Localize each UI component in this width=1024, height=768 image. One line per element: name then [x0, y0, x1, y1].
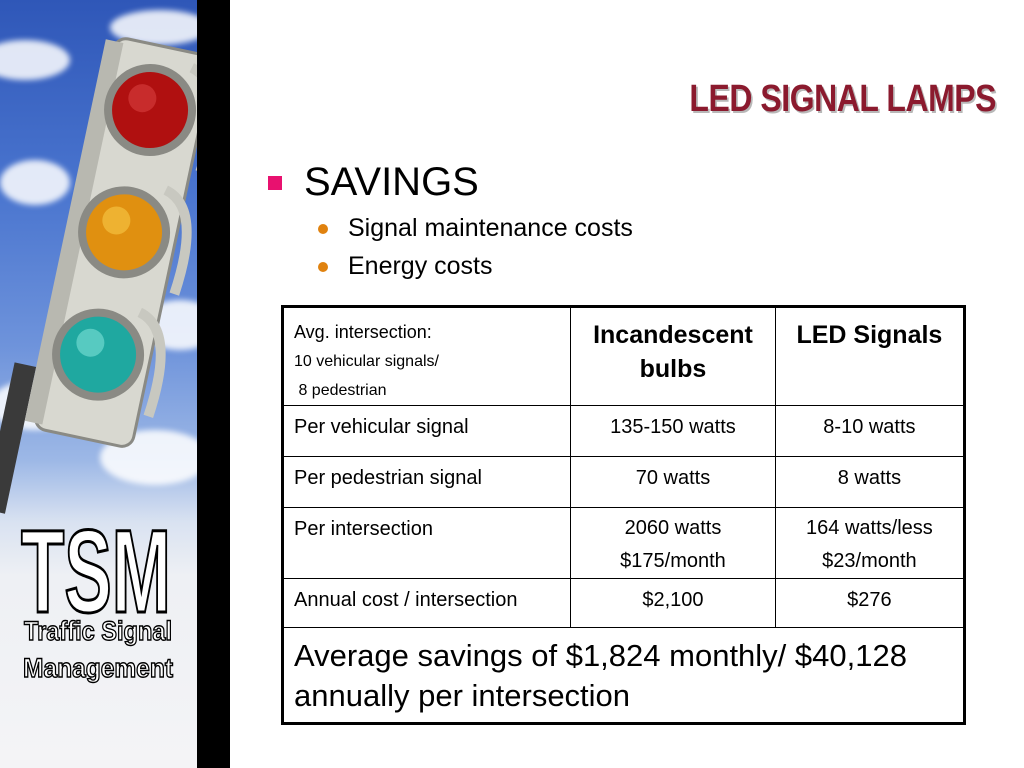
cell-incandescent: $2,100: [570, 578, 776, 628]
row-label: Per intersection: [281, 507, 572, 579]
savings-table: Avg. intersection: 10 vehicular signals/…: [281, 305, 966, 725]
header-cell-intersection: Avg. intersection: 10 vehicular signals/…: [281, 306, 572, 406]
slide-title: LED SIGNAL LAMPS: [689, 78, 996, 120]
table-header-row: Avg. intersection: 10 vehicular signals/…: [281, 306, 966, 406]
footer-savings-text: Average savings of $1,824 monthly/ $40,1…: [282, 627, 965, 724]
tsm-letters: TSM: [21, 506, 171, 638]
square-bullet-icon: [268, 175, 282, 190]
table-row: Annual cost / intersection $2,100 $276: [281, 578, 966, 628]
cell-incandescent: 135-150 watts: [570, 405, 776, 457]
cell-line: 2060 watts: [624, 517, 722, 539]
row-label: Per pedestrian signal: [281, 456, 572, 508]
bullet-savings: SAVINGS: [268, 160, 479, 205]
row-label: Per vehicular signal: [281, 405, 572, 457]
bullet-savings-text: SAVINGS: [304, 160, 479, 204]
cell-line: $23/month: [822, 550, 917, 572]
sub-bullet-text: Signal maintenance costs: [348, 214, 633, 242]
left-decor-panel: TSM Traffic Signal Management: [0, 0, 197, 768]
round-bullet-icon: [318, 223, 328, 234]
header-cell-incandescent: Incandescent bulbs: [570, 306, 776, 406]
cell-led: $276: [774, 578, 966, 628]
traffic-light-image: [0, 37, 197, 514]
cell-incandescent: 2060 watts $175/month: [570, 507, 776, 579]
sub-bullet-energy: Energy costs: [318, 252, 493, 281]
sub-bullet-text: Energy costs: [348, 252, 493, 280]
black-divider-bar: [197, 0, 230, 768]
header-cell-led: LED Signals: [774, 306, 966, 406]
cell-line: 164 watts/less: [806, 517, 933, 539]
table-row: Per vehicular signal 135-150 watts 8-10 …: [281, 405, 966, 457]
header-text: 8 pedestrian: [294, 382, 387, 399]
table-footer-row: Average savings of $1,824 monthly/ $40,1…: [282, 627, 965, 724]
header-text: Avg. intersection:: [294, 322, 432, 342]
cell-line: $175/month: [620, 550, 726, 572]
round-bullet-icon: [318, 261, 328, 272]
header-text: 10 vehicular signals/: [294, 353, 439, 370]
table-row: Per intersection 2060 watts $175/month 1…: [281, 507, 966, 579]
sub-bullet-maintenance: Signal maintenance costs: [318, 214, 633, 243]
cell-led: 8 watts: [774, 456, 966, 508]
tsm-logo: TSM Traffic Signal Management: [20, 505, 174, 684]
cell-led: 8-10 watts: [774, 405, 966, 457]
tsm-line2: Management: [23, 653, 173, 683]
cell-led: 164 watts/less $23/month: [774, 507, 966, 579]
row-label: Annual cost / intersection: [281, 578, 572, 628]
table-row: Per pedestrian signal 70 watts 8 watts: [281, 456, 966, 508]
tsm-line1: Traffic Signal: [24, 616, 172, 646]
cell-incandescent: 70 watts: [570, 456, 776, 508]
